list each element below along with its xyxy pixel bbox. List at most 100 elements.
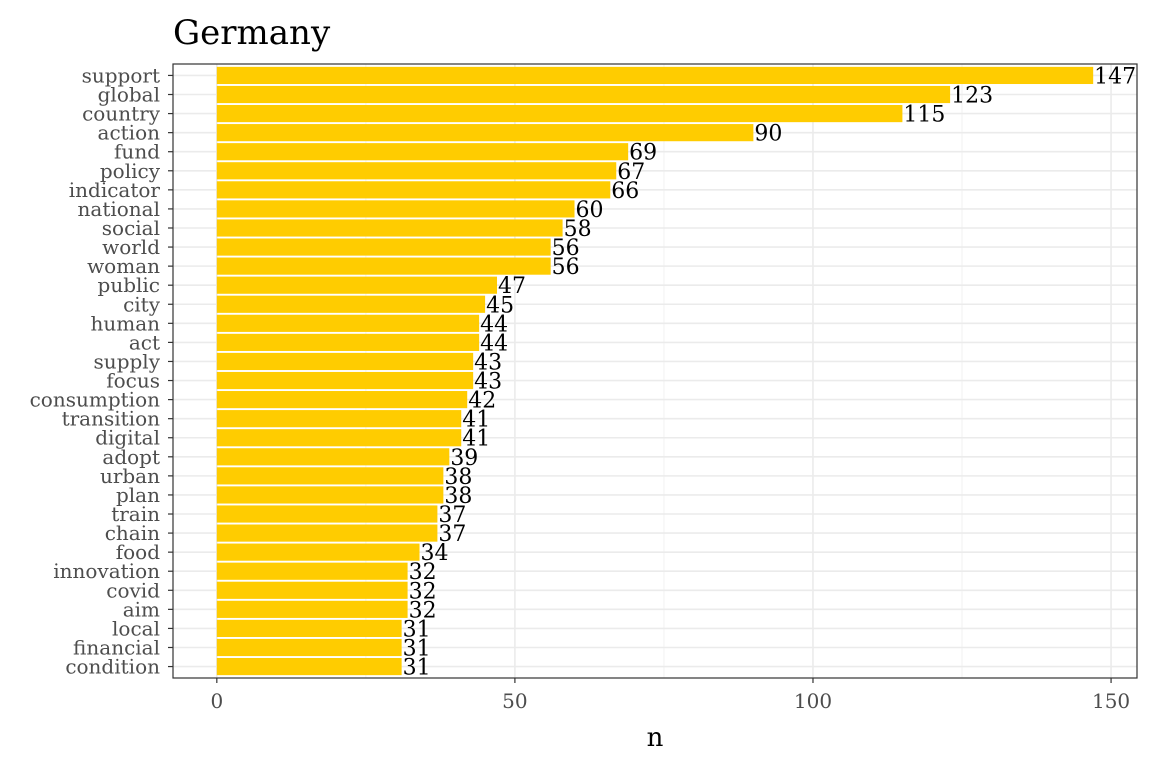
bar-chain <box>216 524 438 542</box>
bar-act <box>216 333 480 351</box>
x-axis: 0 50 100 150 <box>210 678 1130 713</box>
bar-fund <box>216 143 629 161</box>
bar-transition <box>216 410 462 428</box>
category-label-adopt: adopt <box>102 445 160 469</box>
data-label-financial: 31 <box>403 636 431 661</box>
bar-digital <box>216 429 462 447</box>
data-labels: 1471231159069676660585656474544444343424… <box>403 64 1137 680</box>
data-label-support: 147 <box>1094 64 1136 89</box>
data-label-fund: 69 <box>629 141 657 166</box>
bar-train <box>216 505 438 523</box>
chart-title: Germany <box>173 13 331 53</box>
bar-consumption <box>216 391 468 409</box>
x-tick-label: 0 <box>210 689 223 713</box>
category-label-action: action <box>98 121 161 145</box>
data-label-action: 90 <box>754 122 782 147</box>
x-axis-title: n <box>647 723 664 753</box>
category-label-global: global <box>98 83 160 107</box>
bar-global <box>216 85 951 104</box>
category-label-social: social <box>102 216 160 240</box>
bar-local <box>216 619 402 638</box>
data-label-policy: 67 <box>617 160 645 185</box>
category-label-innovation: innovation <box>53 559 160 583</box>
bar-condition <box>216 657 402 676</box>
bar-woman <box>216 257 551 275</box>
data-label-condition: 31 <box>403 656 431 681</box>
data-label-train: 37 <box>438 503 466 528</box>
data-label-woman: 56 <box>552 255 580 280</box>
bar-social <box>216 219 563 237</box>
category-label-support: support <box>82 63 160 87</box>
category-label-focus: focus <box>106 369 160 393</box>
data-label-chain: 37 <box>438 522 466 547</box>
y-axis: supportglobalcountryactionfundpolicyindi… <box>30 63 173 679</box>
bar-world <box>216 238 551 256</box>
bar-public <box>216 276 498 294</box>
bar-focus <box>216 371 474 390</box>
category-label-condition: condition <box>65 655 160 679</box>
bar-supply <box>216 352 474 371</box>
category-label-financial: financial <box>73 635 160 659</box>
category-label-supply: supply <box>94 349 161 373</box>
bar-financial <box>216 638 402 657</box>
bar-covid <box>216 581 408 599</box>
category-label-woman: woman <box>87 254 160 278</box>
data-label-human: 44 <box>480 312 508 337</box>
category-label-national: national <box>78 197 160 221</box>
category-label-consumption: consumption <box>30 388 161 412</box>
bar-adopt <box>216 448 450 466</box>
category-label-digital: digital <box>95 426 160 450</box>
data-label-consumption: 42 <box>468 389 496 414</box>
category-label-country: country <box>82 102 161 126</box>
category-label-urban: urban <box>100 464 160 488</box>
data-label-digital: 41 <box>462 427 490 452</box>
category-label-plan: plan <box>116 483 160 507</box>
category-label-local: local <box>112 616 160 640</box>
category-label-chain: chain <box>105 521 160 545</box>
category-label-food: food <box>116 540 160 564</box>
data-label-world: 56 <box>552 236 580 261</box>
x-tick-label: 50 <box>502 689 527 713</box>
bar-indicator <box>216 181 611 199</box>
category-label-fund: fund <box>114 140 160 164</box>
data-label-indicator: 66 <box>611 179 639 204</box>
category-label-transition: transition <box>62 407 161 431</box>
bar-human <box>216 314 480 332</box>
data-label-public: 47 <box>498 274 526 299</box>
data-label-covid: 32 <box>409 579 437 604</box>
data-label-social: 58 <box>564 217 592 242</box>
data-label-adopt: 39 <box>450 446 478 471</box>
bar-urban <box>216 467 444 485</box>
data-label-aim: 32 <box>409 598 437 623</box>
data-label-focus: 43 <box>474 370 502 395</box>
category-label-human: human <box>90 311 160 335</box>
bar-policy <box>216 162 617 180</box>
bar-support <box>216 66 1094 85</box>
data-label-act: 44 <box>480 331 508 356</box>
category-label-policy: policy <box>100 159 161 183</box>
category-label-city: city <box>123 292 161 316</box>
data-label-city: 45 <box>486 293 514 318</box>
x-tick-label: 150 <box>1092 689 1130 713</box>
bar-national <box>216 200 575 218</box>
category-label-covid: covid <box>106 578 160 602</box>
data-label-supply: 43 <box>474 350 502 375</box>
category-label-indicator: indicator <box>69 178 161 202</box>
data-label-local: 31 <box>403 617 431 642</box>
bar-action <box>216 124 754 142</box>
data-label-urban: 38 <box>444 465 472 490</box>
data-label-country: 115 <box>903 103 945 128</box>
panel-border <box>172 63 1138 679</box>
category-label-train: train <box>111 502 160 526</box>
bars <box>216 66 1094 676</box>
category-label-world: world <box>102 235 160 259</box>
data-label-innovation: 32 <box>409 560 437 585</box>
bar-food <box>216 543 420 561</box>
data-label-food: 34 <box>421 541 449 566</box>
x-tick-label: 100 <box>794 689 832 713</box>
category-label-aim: aim <box>123 597 160 621</box>
data-label-plan: 38 <box>444 484 472 509</box>
bar-innovation <box>216 562 408 580</box>
category-label-public: public <box>98 273 160 297</box>
data-label-global: 123 <box>951 84 993 109</box>
